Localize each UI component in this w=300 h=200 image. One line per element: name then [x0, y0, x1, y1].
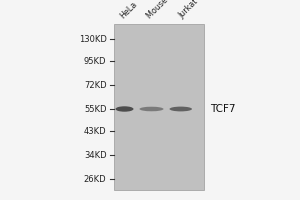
Text: 34KD: 34KD — [84, 150, 106, 160]
Text: 43KD: 43KD — [84, 127, 106, 136]
Text: 95KD: 95KD — [84, 56, 106, 66]
Text: 26KD: 26KD — [84, 174, 106, 184]
Text: HeLa: HeLa — [118, 0, 139, 20]
Text: 55KD: 55KD — [84, 104, 106, 114]
Text: 130KD: 130KD — [79, 34, 106, 44]
Text: Mouse heart: Mouse heart — [145, 0, 187, 20]
Text: Jurkat: Jurkat — [177, 0, 200, 20]
Ellipse shape — [140, 107, 164, 111]
Text: 72KD: 72KD — [84, 81, 106, 90]
Text: TCF7: TCF7 — [210, 104, 236, 114]
Ellipse shape — [116, 106, 134, 112]
Bar — [114, 24, 204, 190]
Ellipse shape — [169, 107, 192, 111]
